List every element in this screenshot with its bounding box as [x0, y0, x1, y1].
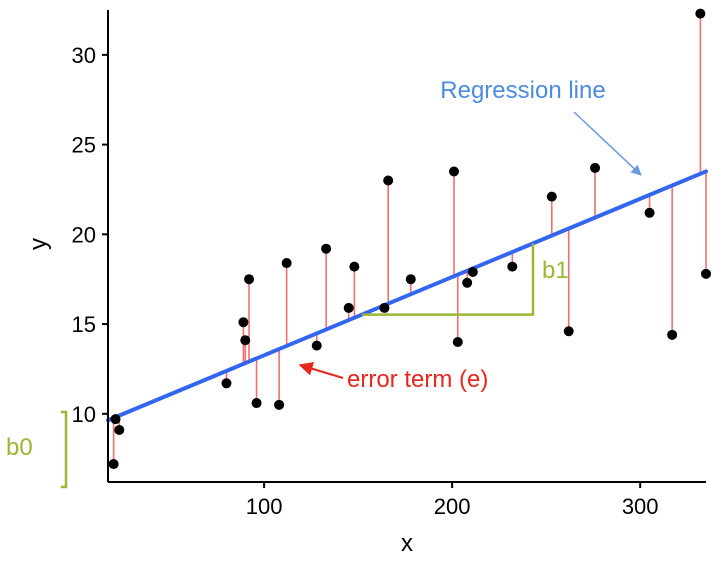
x-tick-label: 300 — [622, 494, 659, 519]
data-point — [701, 268, 711, 279]
data-point — [590, 162, 601, 173]
data-point — [405, 274, 416, 285]
data-point — [563, 326, 574, 337]
y-tick-label: 30 — [72, 43, 96, 68]
data-point — [644, 207, 655, 218]
data-point — [349, 261, 360, 272]
data-point — [462, 277, 473, 288]
data-point — [108, 459, 119, 470]
annotations-layer: Regression line error term (e) b1 b0 — [6, 77, 642, 489]
data-point — [274, 399, 285, 410]
data-point — [244, 274, 255, 285]
error-term-arrow — [298, 361, 344, 379]
slope-label: b1 — [542, 257, 569, 284]
data-point — [507, 261, 518, 272]
regression-arrow — [573, 111, 642, 176]
points-layer — [108, 8, 711, 470]
y-tick-label: 10 — [72, 402, 96, 427]
data-point — [449, 166, 460, 177]
x-tick-label: 100 — [246, 494, 283, 519]
axes-layer — [107, 10, 706, 483]
intercept-bracket — [61, 410, 68, 489]
data-point — [110, 414, 121, 425]
y-tick-label: 25 — [72, 133, 96, 158]
data-point — [695, 8, 706, 19]
regression-line-label: Regression line — [440, 77, 605, 104]
y-tick-label: 15 — [72, 312, 96, 337]
data-point — [379, 302, 390, 313]
ticks-layer: 10 15 20 25 30 100 200 300 — [72, 43, 659, 519]
data-point — [667, 329, 678, 340]
y-axis-title: y — [25, 238, 52, 250]
data-point — [452, 337, 463, 348]
data-point — [311, 340, 322, 351]
data-point — [467, 267, 478, 278]
data-point — [240, 335, 251, 346]
regression-line — [106, 169, 708, 423]
data-point — [383, 175, 394, 186]
x-axis-title: x — [401, 530, 413, 557]
x-tick-label: 200 — [434, 494, 471, 519]
data-point — [114, 424, 125, 435]
data-point — [238, 317, 249, 328]
intercept-label: b0 — [6, 434, 33, 461]
residuals-layer — [112, 13, 707, 465]
regression-line-layer — [106, 169, 708, 423]
data-point — [343, 302, 354, 313]
data-point — [251, 398, 262, 409]
error-term-label: error term (e) — [347, 366, 488, 393]
data-point — [546, 191, 557, 202]
y-tick-label: 20 — [72, 222, 96, 247]
data-point — [321, 243, 332, 254]
slope-bracket — [361, 243, 535, 316]
data-point — [221, 378, 232, 389]
data-point — [281, 258, 292, 269]
